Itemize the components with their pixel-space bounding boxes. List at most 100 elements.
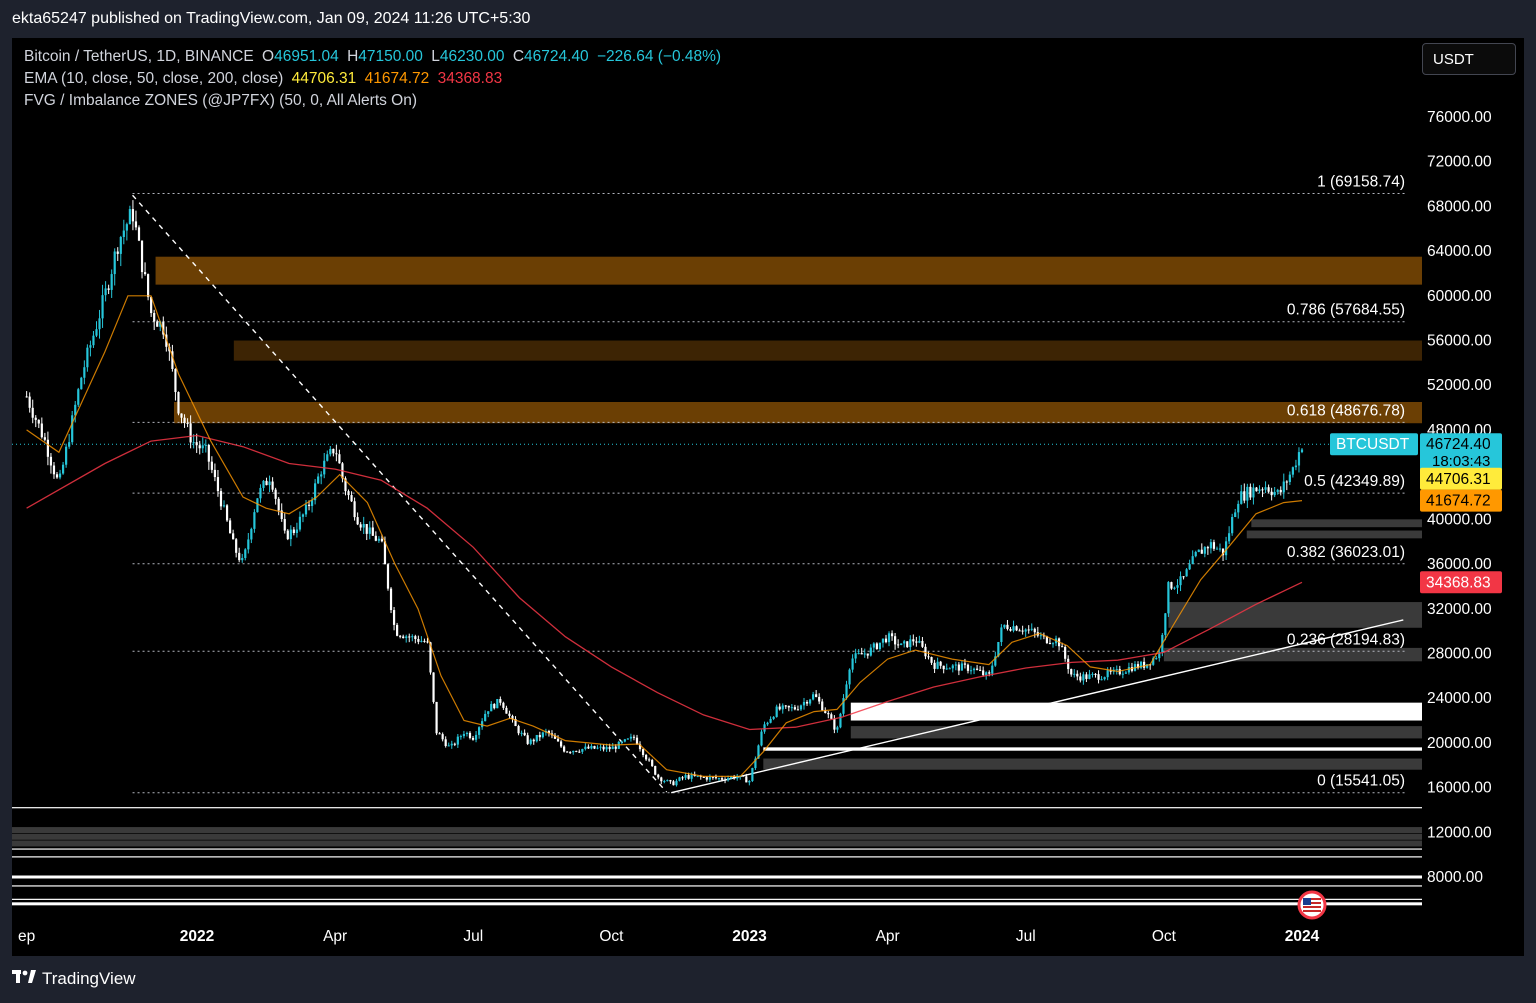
candle [456,736,459,745]
time-axis-tick[interactable]: Jul [1016,928,1036,945]
price-axis-tick[interactable]: 52000.00 [1427,377,1492,394]
candle [736,777,739,779]
chart-frame[interactable]: 1 (69158.74) 0.786 (57684.55) 0.618 (48676… [12,38,1524,956]
price-axis-tick[interactable]: 56000.00 [1427,333,1492,350]
candle [845,684,848,699]
price-label-ema10[interactable] [1420,467,1502,490]
candle [65,446,68,465]
imbalance-zone[interactable] [850,726,1422,739]
time-axis-tick[interactable]: 2023 [732,928,767,945]
time-axis-tick[interactable]: Apr [876,928,900,945]
candle [1152,658,1155,665]
price-axis-tick[interactable]: 36000.00 [1427,556,1492,573]
candle [805,701,809,704]
candle [143,272,147,275]
time-axis-tick[interactable]: Apr [323,928,347,945]
tradingview-brand: TradingView [42,969,136,988]
price-axis-tick[interactable]: 32000.00 [1427,601,1492,618]
candle [450,743,453,746]
fib-level-label: 0 (15541.05) [1317,773,1405,790]
price-label-ema200[interactable] [1420,571,1502,594]
ema-50-line[interactable] [26,295,1303,777]
price-chart[interactable]: 1 (69158.74) 0.786 (57684.55) 0.618 (48676… [12,38,1524,956]
candle [629,736,633,739]
candle [256,498,259,513]
imbalance-zone[interactable] [1251,519,1422,528]
ema-label[interactable]: EMA (10, close, 50, close, 200, close) [24,70,284,87]
candle [198,445,201,449]
candle [405,636,408,639]
price-axis-tick[interactable]: 20000.00 [1427,735,1492,752]
imbalance-zone[interactable] [1168,602,1422,628]
candle [827,713,830,715]
fvg-label[interactable]: FVG / Imbalance ZONES (@JP7FX) (50, 0, A… [24,92,418,109]
us-flag-icon[interactable] [1297,890,1327,920]
price-axis-tick[interactable]: 64000.00 [1427,243,1492,260]
time-axis-tick[interactable]: ep [18,928,35,945]
imbalance-zone[interactable] [763,758,1422,770]
candle [1067,658,1070,670]
candle [426,641,429,643]
imbalance-zone[interactable] [1163,647,1422,662]
candle [802,701,806,706]
currency-button[interactable]: USDT [1422,43,1516,75]
price-axis-tick[interactable]: 72000.00 [1427,154,1492,171]
price-axis-tick[interactable]: 16000.00 [1427,780,1492,797]
candle [429,642,432,673]
price-label-text: BTCUSDT [1336,436,1410,453]
legend-ema-row[interactable]: EMA (10, close, 50, close, 200, close) 4… [24,68,725,90]
price-label-ticker[interactable] [1330,433,1418,456]
fvg-zone[interactable] [155,256,1422,285]
candle [298,516,302,530]
uptrend-line[interactable] [671,619,1404,794]
candle [696,775,699,777]
price-label-price[interactable] [1420,433,1502,472]
candle [1015,626,1018,631]
price-axis-tick[interactable]: 24000.00 [1427,690,1492,707]
downtrend-line[interactable] [132,194,668,793]
price-axis-tick[interactable]: 68000.00 [1427,198,1492,215]
symbol-name[interactable]: Bitcoin / TetherUS, 1D, BINANCE [24,48,254,65]
candle [757,745,760,759]
fvg-zone-line [12,885,1422,887]
time-axis-tick[interactable]: Oct [599,928,624,945]
candle [1106,670,1109,678]
price-axis-tick[interactable]: 8000.00 [1427,869,1483,886]
candle [301,514,305,517]
time-axis-tick[interactable]: Jul [463,928,483,945]
candle [578,751,581,753]
fvg-zone[interactable] [233,340,1422,361]
imbalance-zone[interactable] [1246,530,1422,539]
candle [1012,626,1015,631]
candle [1249,486,1252,498]
candle [438,733,441,735]
tradingview-logo[interactable]: TradingView [12,969,136,989]
price-label-ema50[interactable] [1420,489,1502,512]
time-axis-tick[interactable]: 2024 [1285,928,1320,945]
legend-symbol-row[interactable]: Bitcoin / TetherUS, 1D, BINANCE O46951.0… [24,46,725,68]
price-axis-tick[interactable]: 28000.00 [1427,645,1492,662]
imbalance-zone[interactable] [763,747,1422,751]
fvg-zone-line [12,840,1422,847]
candle [982,670,985,676]
fvg-zone[interactable] [173,402,1423,424]
candle [808,699,812,704]
candle [150,297,153,314]
candle [1224,541,1228,556]
price-axis-tick[interactable]: 40000.00 [1427,511,1492,528]
candle [414,636,417,640]
price-axis-tick[interactable]: 76000.00 [1427,109,1492,126]
imbalance-zone[interactable] [850,702,1422,721]
ema-200-line[interactable] [26,434,1303,731]
price-axis-tick[interactable]: 12000.00 [1427,824,1492,841]
legend-fvg-row[interactable]: FVG / Imbalance ZONES (@JP7FX) (50, 0, A… [24,90,725,112]
time-axis-tick[interactable]: Oct [1152,928,1177,945]
candle [787,705,790,708]
candle [559,741,563,747]
time-axis-tick[interactable]: 2022 [180,928,214,945]
candle [687,775,690,779]
candle [201,445,204,449]
candle [1033,628,1036,633]
candle [350,495,353,502]
price-axis-tick[interactable]: 60000.00 [1427,288,1492,305]
